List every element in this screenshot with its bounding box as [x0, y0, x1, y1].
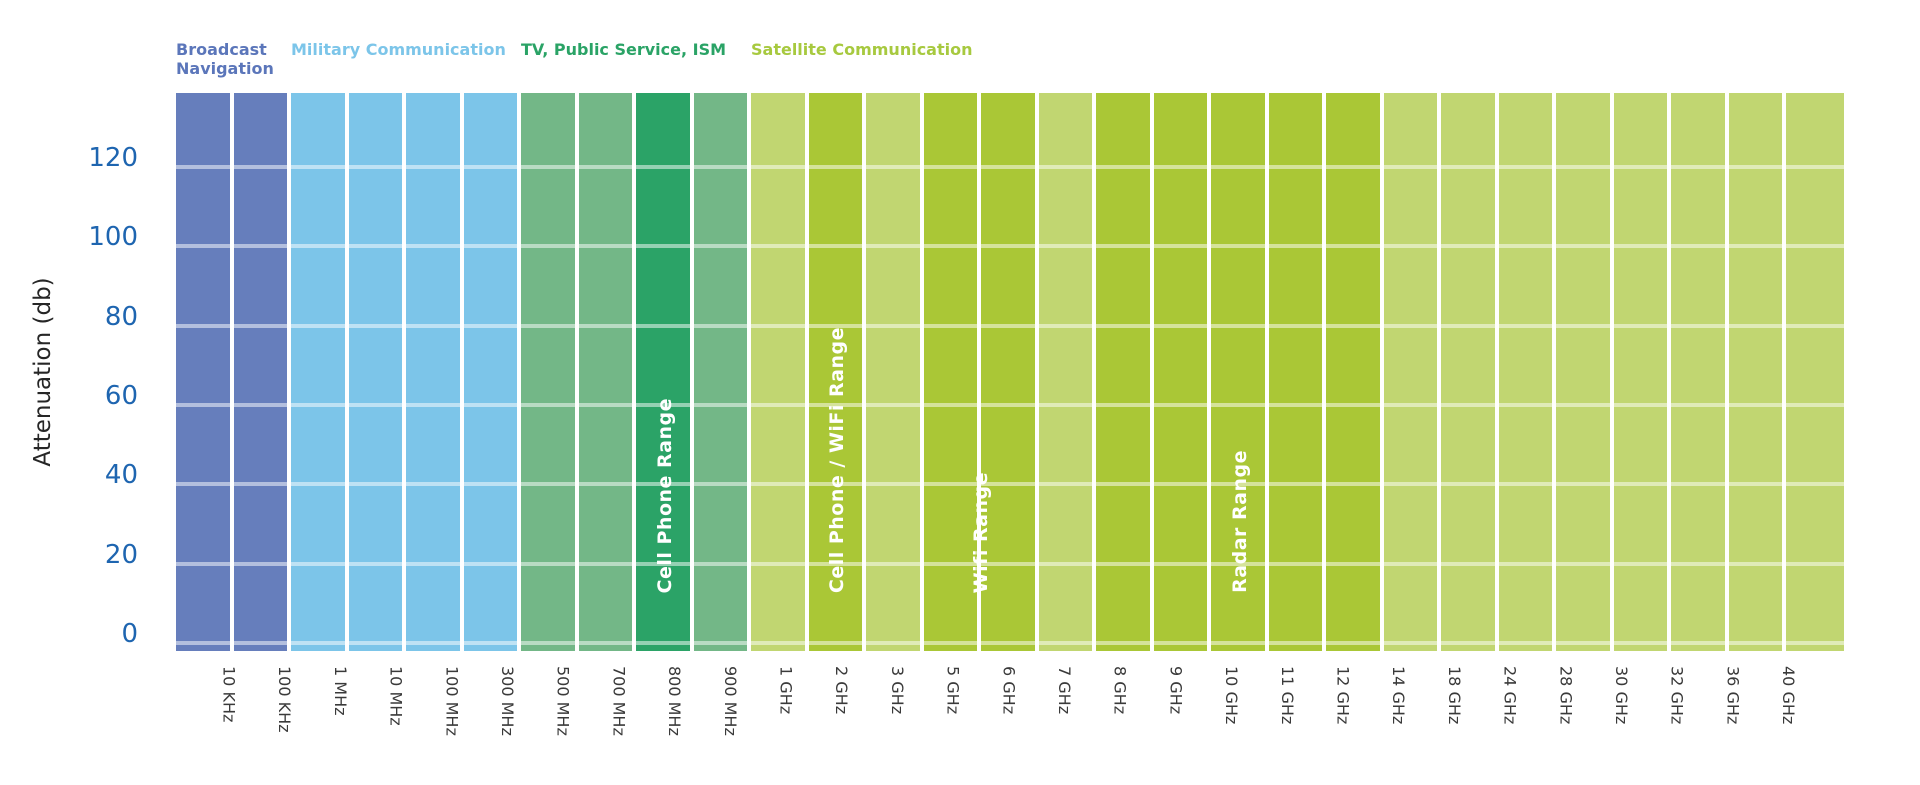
column-300-mhz: [463, 93, 518, 651]
plot-area: Cell Phone Range Cell Phone / WiFi Range W…: [176, 93, 1844, 651]
gridline-20db: [176, 561, 1844, 566]
column-3-ghz: [866, 93, 920, 651]
x-tick-label-1-mhz: 1 MHz: [330, 666, 350, 716]
column-100-mhz: [406, 93, 460, 651]
column-10-mhz: [348, 93, 403, 651]
band-label-text: Cell Phone / WiFi Range: [826, 326, 849, 593]
x-tick-label-18-ghz: 18 GHz: [1444, 666, 1464, 725]
x-tick-label-500-mhz: 500 MHz: [553, 666, 573, 736]
band-label-radar-range: Radar Range: [1229, 450, 1251, 593]
x-tick-label-900-mhz: 900 MHz: [720, 666, 740, 736]
y-tick-label-120: 120: [88, 143, 138, 173]
column-2-ghz: [808, 93, 863, 651]
x-tick-label-32-ghz: 32 GHz: [1667, 666, 1687, 725]
y-tick-label-100: 100: [88, 222, 138, 253]
column-8-ghz: [1096, 93, 1150, 651]
column-5-ghz: [923, 93, 978, 651]
x-tick-label-9-ghz: 9 GHz: [1166, 666, 1186, 715]
x-tick-label-5-ghz: 5 GHz: [943, 666, 963, 715]
y-tick-label-0: 0: [121, 619, 138, 649]
gridline-100db: [176, 244, 1844, 249]
x-tick-label-40-ghz: 40 GHz: [1779, 666, 1799, 725]
column-6-ghz: [981, 93, 1035, 651]
legend-item-tv-public-service-ism: TV, Public Service, ISM: [521, 40, 727, 59]
column-10-khz: [176, 93, 230, 651]
column-18-ghz: [1441, 93, 1495, 651]
column-900-mhz: [693, 93, 748, 651]
x-tick-label-2-ghz: 2 GHz: [832, 666, 852, 715]
x-tick-label-7-ghz: 7 GHz: [1055, 666, 1074, 715]
column-24-ghz: [1498, 93, 1553, 651]
x-tick-label-800-mhz: 800 MHz: [665, 666, 685, 736]
column-100-khz: [233, 93, 288, 651]
legend-item-broadcast-navigation: Broadcast Navigation: [176, 40, 274, 78]
x-tick-label-300-mhz: 300 MHz: [498, 666, 517, 736]
column-7-ghz: [1038, 93, 1093, 651]
column-11-ghz: [1268, 93, 1323, 651]
y-tick-label-20: 20: [104, 539, 138, 570]
x-tick-label-3-ghz: 3 GHz: [887, 666, 907, 715]
column-36-ghz: [1728, 93, 1783, 651]
gridline-40db: [176, 482, 1844, 487]
column-700-mhz: [578, 93, 633, 651]
x-tick-label-10-mhz: 10 MHz: [386, 666, 406, 726]
band-label-text: Radar Range: [1229, 450, 1252, 593]
column-9-ghz: [1153, 93, 1208, 651]
gridline-120db: [176, 165, 1844, 169]
gridline-80db: [176, 323, 1844, 328]
column-500-mhz: [521, 93, 575, 651]
gridline-60db: [176, 403, 1844, 407]
column-40-ghz: [1786, 93, 1844, 651]
x-tick-label-28-ghz: 28 GHz: [1556, 666, 1576, 725]
x-tick-label-8-ghz: 8 GHz: [1110, 666, 1130, 715]
x-axis-tick-labels: 10 KHz 100 KHz 1 MHz 10 MHz 100 MHz 300 MHz 50…: [176, 666, 1876, 776]
column-14-ghz: [1383, 93, 1438, 651]
x-tick-label-10-ghz: 10 GHz: [1222, 666, 1242, 725]
column-12-ghz: [1326, 93, 1380, 651]
column-28-ghz: [1556, 93, 1610, 651]
column-1-ghz: [751, 93, 805, 651]
x-tick-label-100-khz: 100 KHz: [275, 666, 295, 733]
band-label-wifi-range: Wifi Range: [970, 472, 992, 593]
x-tick-label-6-ghz: 6 GHz: [999, 666, 1019, 715]
y-tick-label-40: 40: [104, 460, 138, 491]
legend-item-military-communication: Military Communication: [291, 40, 506, 59]
x-tick-label-100-mhz: 100 MHz: [442, 666, 462, 736]
x-tick-label-14-ghz: 14 GHz: [1389, 666, 1409, 725]
band-label-text: Cell Phone Range: [653, 397, 676, 593]
x-tick-label-36-ghz: 36 GHz: [1723, 666, 1743, 725]
x-tick-label-24-ghz: 24 GHz: [1500, 666, 1520, 725]
x-tick-label-30-ghz: 30 GHz: [1612, 666, 1631, 725]
y-axis-tick-labels: 0 20 40 60 80 100 120: [0, 0, 138, 785]
x-tick-label-1-ghz: 1 GHz: [776, 666, 796, 715]
gridline-0db: [176, 641, 1844, 645]
column-800-mhz: [636, 93, 690, 651]
x-tick-label-10-khz: 10 KHz: [219, 666, 239, 723]
band-label-cell-phone-wifi-range: Cell Phone / WiFi Range: [826, 327, 848, 593]
column-30-ghz: [1613, 93, 1668, 651]
legend-item-satellite-communication: Satellite Communication: [751, 40, 973, 59]
x-tick-label-700-mhz: 700 MHz: [609, 666, 629, 736]
x-tick-label-11-ghz: 11 GHz: [1277, 666, 1297, 725]
y-tick-label-80: 80: [104, 301, 138, 332]
y-tick-label-60: 60: [104, 381, 138, 411]
column-10-ghz: [1211, 93, 1265, 651]
column-32-ghz: [1671, 93, 1725, 651]
x-tick-label-12-ghz: 12 GHz: [1333, 666, 1353, 725]
column-1-mhz: [291, 93, 345, 651]
band-label-text: Wifi Range: [970, 471, 993, 593]
band-label-cell-phone-range: Cell Phone Range: [654, 398, 676, 593]
